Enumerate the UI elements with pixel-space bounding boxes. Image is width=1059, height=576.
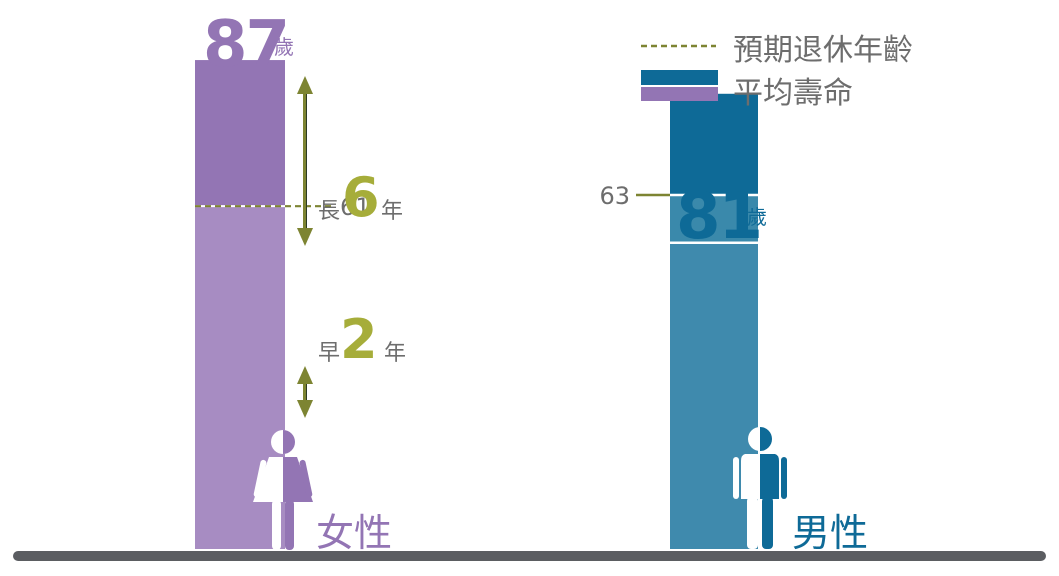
lifespan-diff-prefix: 長 — [318, 199, 340, 224]
figure-arm-right — [299, 459, 313, 498]
lifespan-diff-suffix: 年 — [381, 199, 403, 224]
male-lifespan-unit: 歲 — [747, 205, 767, 229]
double-arrow-icon — [297, 76, 313, 246]
legend-swatch-lifespan-female — [641, 87, 718, 101]
arrow-head-down — [297, 400, 313, 418]
figure-head-shade — [283, 430, 295, 454]
bar-female-lifespan — [195, 60, 285, 207]
legend: 預期退休年齡 平均壽命 — [641, 33, 913, 111]
arrow-head-up — [297, 76, 313, 94]
bar-male-before-retirement — [670, 242, 758, 549]
retirement-diff-prefix: 早 — [318, 341, 340, 366]
double-arrow-icon — [297, 366, 313, 418]
male-lifespan-value: 81 — [676, 180, 761, 254]
legend-label-lifespan: 平均壽命 — [733, 76, 853, 111]
figure-arm-left — [253, 459, 267, 498]
arrow-head-down — [297, 228, 313, 246]
figure-head-shade — [760, 427, 772, 451]
category-label-male: 男性 — [792, 511, 868, 555]
male-figure-icon — [733, 427, 787, 549]
figure-leg-left — [747, 497, 758, 549]
figure-arm-right — [781, 457, 787, 499]
figure-leg-left — [272, 500, 281, 550]
lifespan-diff-value: 6 — [342, 166, 380, 229]
bar-male-lifespan — [670, 93, 758, 195]
female-figure-icon — [253, 430, 313, 550]
figure-torso-left — [741, 454, 760, 499]
retirement-diff-suffix: 年 — [384, 341, 406, 366]
female-lifespan-unit: 歲 — [274, 35, 294, 59]
figure-leg-right — [285, 500, 294, 550]
legend-swatch-lifespan-male — [641, 70, 718, 85]
retirement-diff-value: 2 — [340, 308, 378, 371]
female-retirement-age-label: 61 — [340, 193, 371, 221]
figure-leg-right — [762, 497, 773, 549]
legend-label-retirement: 預期退休年齡 — [733, 33, 913, 68]
figure-arm-left — [733, 457, 739, 499]
arrow-head-up — [297, 366, 313, 384]
male-retirement-age-label: 63 — [599, 182, 630, 210]
category-label-female: 女性 — [316, 511, 392, 555]
figure-torso-right — [760, 454, 779, 499]
female-lifespan-value: 87 — [203, 8, 288, 82]
bar-male-mid-segment — [670, 194, 758, 243]
